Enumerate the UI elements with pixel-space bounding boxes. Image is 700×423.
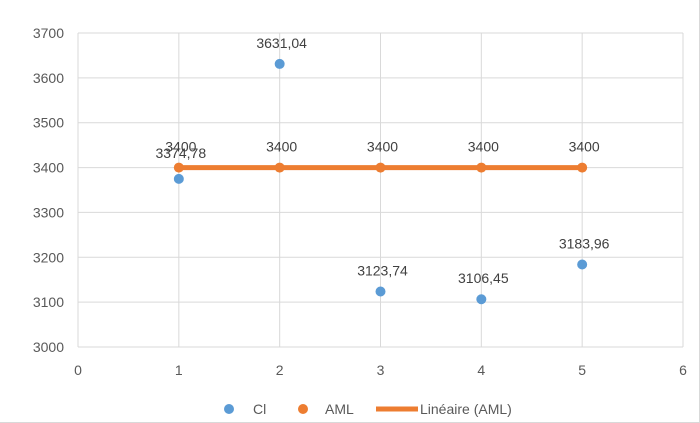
gridlines: [77, 32, 684, 348]
x-tick-label: 4: [477, 362, 485, 378]
data-label-aml: 3400: [165, 139, 196, 155]
point-aml: [173, 162, 184, 173]
point-cl: [476, 294, 487, 305]
point-aml: [274, 162, 285, 173]
y-tick-label: 3300: [33, 204, 64, 220]
y-axis-ticks: 3000 3100 3200 3300 3400 3500 3600 3700: [33, 25, 64, 355]
y-tick-label: 3700: [33, 25, 64, 41]
y-tick-label: 3600: [33, 70, 64, 86]
data-label-cl: 3631,04: [256, 35, 307, 51]
data-labels: 3374,78 3631,04 3123,74 3106,45 3183,96 3400 3…: [156, 35, 610, 286]
data-label-cl: 3374,78: [156, 145, 207, 161]
y-tick-label: 3100: [33, 294, 64, 310]
point-aml: [375, 162, 386, 173]
legend-marker-cl: [224, 404, 234, 414]
data-label-cl: 3106,45: [458, 270, 509, 286]
x-tick-label: 6: [679, 362, 687, 378]
point-cl: [173, 173, 184, 184]
x-tick-label: 0: [74, 362, 82, 378]
x-tick-label: 3: [377, 362, 385, 378]
legend-label-aml: AML: [325, 401, 354, 417]
legend-label-cl: Cl: [253, 401, 266, 417]
point-cl: [577, 259, 588, 270]
y-tick-label: 3000: [33, 339, 64, 355]
x-tick-label: 2: [276, 362, 284, 378]
point-aml: [577, 162, 588, 173]
data-label-aml: 3400: [569, 139, 600, 155]
x-axis-ticks: 0 1 2 3 4 5 6: [74, 362, 687, 378]
point-aml: [476, 162, 487, 173]
data-label-cl: 3183,96: [559, 235, 610, 251]
data-points: [173, 58, 588, 305]
data-label-aml: 3400: [367, 139, 398, 155]
legend-marker-aml: [298, 404, 308, 414]
x-tick-label: 1: [175, 362, 183, 378]
y-tick-label: 3200: [33, 249, 64, 265]
x-tick-label: 5: [578, 362, 586, 378]
point-cl: [375, 286, 386, 297]
legend: Cl AML Linéaire (AML): [224, 401, 512, 417]
legend-label-trendline: Linéaire (AML): [420, 401, 512, 417]
y-tick-label: 3500: [33, 115, 64, 131]
point-cl: [274, 58, 285, 69]
y-tick-label: 3400: [33, 160, 64, 176]
data-label-cl: 3123,74: [357, 262, 408, 278]
data-label-aml: 3400: [266, 139, 297, 155]
data-label-aml: 3400: [468, 139, 499, 155]
